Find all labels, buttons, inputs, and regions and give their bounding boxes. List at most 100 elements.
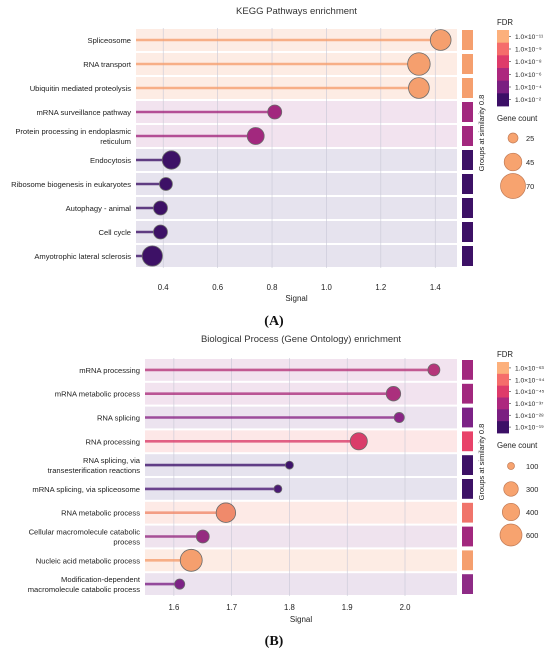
row-band <box>145 478 457 500</box>
lollipop-point <box>267 104 283 120</box>
x-axis-label: Signal <box>290 615 312 624</box>
panel-a-kegg-chart: KEGG Pathways enrichment Spliceosome RNA t… <box>11 6 544 303</box>
size-legend-label: 45 <box>526 158 534 167</box>
category-label: Cell cycle <box>99 228 132 237</box>
category-label: mRNA splicing, via spliceosome <box>32 485 140 494</box>
category-label: Nucleic acid metabolic process <box>36 556 140 565</box>
category-label: Autophagy - animal <box>66 204 132 213</box>
group-swatch <box>462 479 473 499</box>
category-label: Spliceosome <box>88 36 131 45</box>
group-swatch <box>462 455 473 475</box>
x-tick-label: 2.0 <box>400 603 412 612</box>
lollipop-point <box>427 363 441 377</box>
colorbar-segment <box>497 397 509 410</box>
group-swatch <box>462 360 473 380</box>
size-legend-label: 300 <box>526 485 538 494</box>
category-label: mRNA metabolic process <box>55 390 140 399</box>
colorbar-label: 1.0×10⁻³⁷ <box>515 401 544 408</box>
lollipop-point <box>273 484 283 494</box>
colorbar-segment <box>497 421 509 434</box>
groups-label: Groups at similarity 0.8 <box>477 95 486 172</box>
size-legend-label: 400 <box>526 508 538 517</box>
group-swatch <box>462 407 473 428</box>
colorbar-label: 1.0×10⁻⁸ <box>515 59 542 66</box>
category-label: Endocytosis <box>90 156 131 165</box>
colorbar-segment <box>497 373 509 387</box>
category-label: mRNA processing <box>79 366 140 375</box>
row-band <box>136 101 457 123</box>
category-label: RNA splicing, via transesterification rea… <box>48 456 141 475</box>
lollipop-point <box>159 177 173 191</box>
category-label: Amyotrophic lateral sclerosis <box>34 252 131 261</box>
lollipop-point <box>407 52 431 76</box>
size-legend-circle <box>507 462 515 470</box>
row-band <box>145 454 457 476</box>
panel-b-go-chart: Biological Process (Gene Ontology) enric… <box>28 334 545 624</box>
panel-a-caption: (A) <box>264 314 284 329</box>
x-axis-label: Signal <box>285 294 307 303</box>
x-tick-label: 1.2 <box>375 283 386 292</box>
category-label: RNA splicing <box>97 414 140 423</box>
group-swatch <box>462 126 473 146</box>
lollipop-point <box>179 548 203 572</box>
group-swatch <box>462 246 473 266</box>
colorbar-label: 1.0×10⁻⁹ <box>515 47 542 54</box>
panel-b-caption: (B) <box>265 634 284 649</box>
row-band <box>136 245 457 267</box>
lollipop-point <box>215 502 237 523</box>
row-band <box>145 549 457 572</box>
x-tick-label: 0.4 <box>158 283 170 292</box>
size-legend-circle <box>503 481 519 497</box>
x-tick-label: 0.8 <box>267 283 278 292</box>
group-swatch <box>462 431 473 452</box>
group-swatch <box>462 526 473 547</box>
colorbar-label: 1.0×10⁻⁶³ <box>515 365 545 372</box>
category-label: RNA metabolic process <box>61 509 140 518</box>
colorbar-segment <box>497 68 509 82</box>
colorbar-title: FDR <box>497 350 513 359</box>
group-swatch <box>462 78 473 98</box>
colorbar-label: 1.0×10⁻¹⁹ <box>515 425 544 432</box>
x-tick-label: 1.0 <box>321 283 333 292</box>
lollipop-point <box>153 224 168 240</box>
x-tick-label: 0.6 <box>212 283 223 292</box>
lollipop-point <box>153 200 168 216</box>
x-tick-label: 1.7 <box>226 603 237 612</box>
category-label: RNA transport <box>83 60 132 69</box>
size-legend-circle <box>507 132 519 144</box>
colorbar-label: 1.0×10⁻² <box>515 97 542 104</box>
colorbar-label: 1.0×10⁻⁶ <box>515 72 542 79</box>
colorbar-segment <box>497 385 509 398</box>
group-swatch <box>462 198 473 218</box>
lollipop-point <box>141 245 163 267</box>
lollipop-point <box>195 529 210 544</box>
lollipop-point <box>285 460 294 470</box>
group-swatch <box>462 102 473 122</box>
group-swatch <box>462 574 473 594</box>
lollipop-point <box>408 77 430 99</box>
row-band <box>136 125 457 147</box>
size-legend-circle <box>500 173 526 199</box>
category-label: Ubiquitin mediated proteolysis <box>30 84 132 93</box>
size-legend-circle <box>503 152 523 172</box>
colorbar-label: 1.0×10⁻⁴ <box>515 85 542 92</box>
lollipop-point <box>161 150 181 170</box>
colorbar-segment <box>497 30 509 44</box>
colorbar-segment <box>497 42 509 56</box>
group-swatch <box>462 150 473 170</box>
lollipop-point <box>174 578 186 590</box>
lollipop-point <box>349 432 368 451</box>
colorbar-label: 1.0×10⁻⁴⁵ <box>515 389 545 396</box>
group-swatch <box>462 174 473 194</box>
colorbar-segment <box>497 409 509 422</box>
category-label: Protein processing in endoplasmic reticul… <box>15 127 131 146</box>
row-band <box>145 573 457 595</box>
size-legend-label: 70 <box>526 182 534 191</box>
lollipop-point <box>385 386 402 402</box>
group-swatch <box>462 222 473 242</box>
row-band <box>136 173 457 195</box>
lollipop-point <box>429 29 452 51</box>
group-swatch <box>462 30 473 50</box>
category-label: Ribosome biogenesis in eukaryotes <box>11 180 131 189</box>
x-tick-label: 1.4 <box>430 283 442 292</box>
